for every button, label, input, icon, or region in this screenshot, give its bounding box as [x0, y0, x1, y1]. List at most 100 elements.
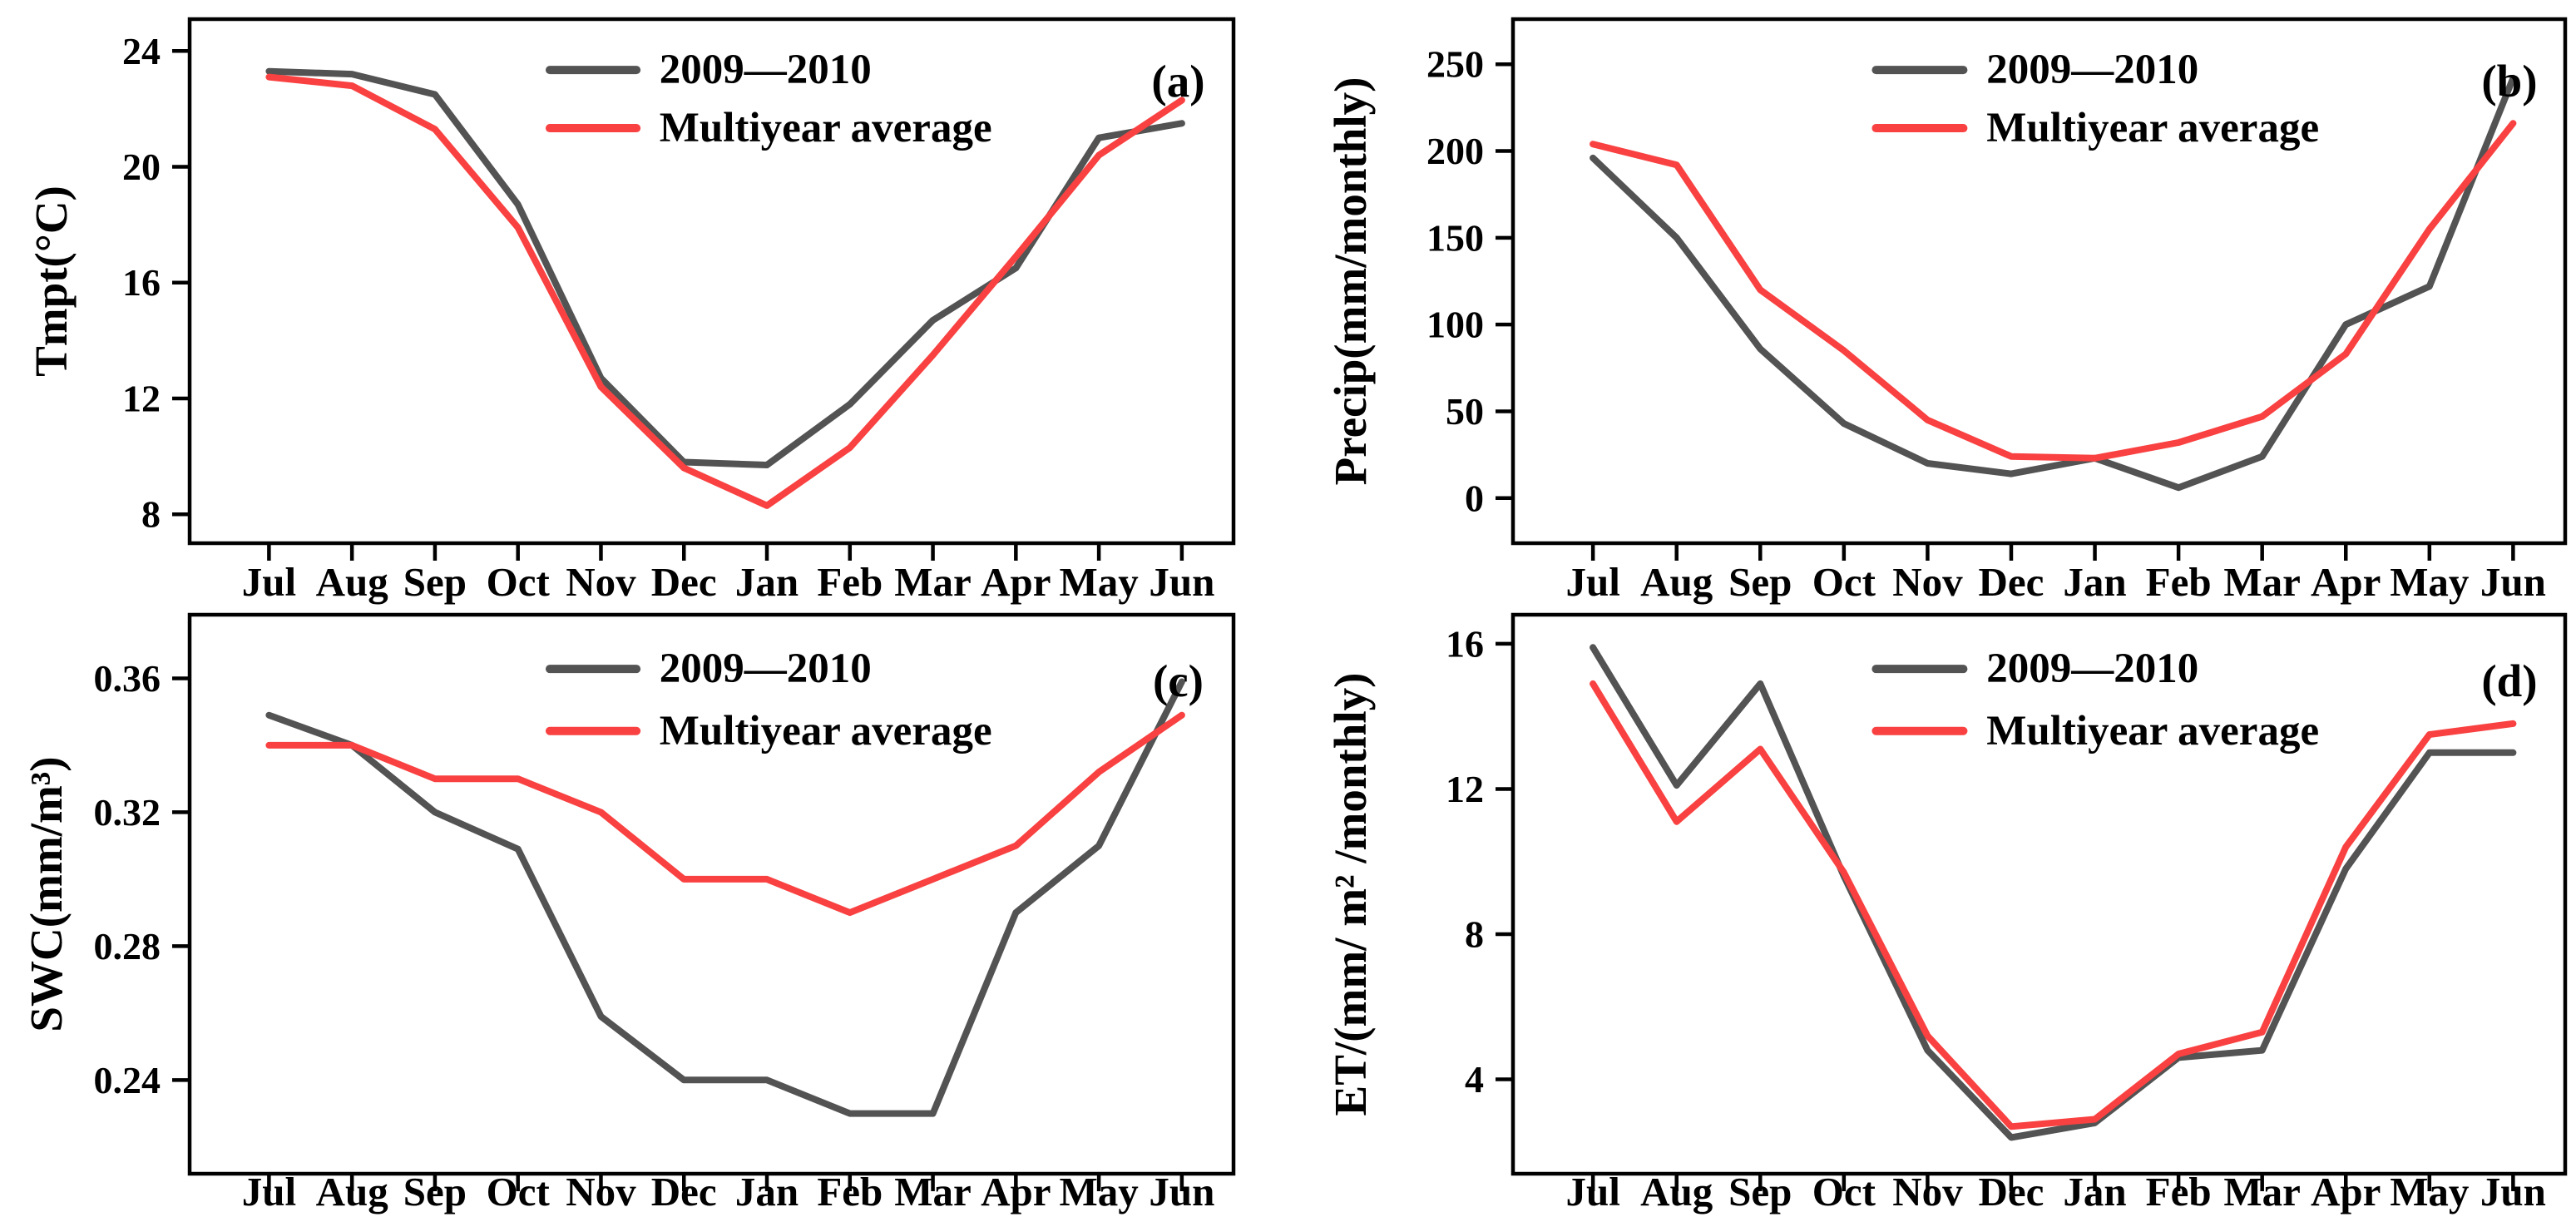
x-tick-label-month: Nov: [1892, 559, 1963, 605]
legend-label-multiyear-average: Multiyear average: [1986, 708, 2319, 754]
y-tick-label: 50: [1446, 390, 1484, 433]
y-tick-label: 0.36: [94, 657, 161, 700]
x-tick-label-month: Jun: [1149, 1169, 1214, 1215]
legend-label-multiyear-average: Multiyear average: [660, 105, 992, 151]
legend-label-multiyear-average: Multiyear average: [660, 708, 992, 754]
panel-letter-label: (b): [2481, 56, 2537, 106]
x-tick-label-month: Oct: [487, 559, 551, 605]
y-tick-label: 16: [122, 261, 161, 304]
x-tick-label-month: Apr: [981, 559, 1051, 605]
series-line-multiyear-average: [265, 711, 1185, 917]
y-tick-label: 12: [122, 377, 161, 419]
x-tick-label-month: Dec: [651, 1169, 717, 1215]
x-tick-label-month: Jun: [2480, 1169, 2546, 1215]
x-tick-label-month: Jun: [1149, 559, 1214, 605]
x-tick-label-month: Nov: [566, 559, 636, 605]
y-axis-title: SWC(mm/m³): [21, 756, 72, 1031]
series-line-multiyear-average: [1590, 680, 2517, 1130]
x-tick-label-month: Aug: [316, 1169, 389, 1215]
plot-frame: [1510, 17, 2568, 546]
legend-label-year-2009-2010: 2009—2010: [660, 47, 872, 93]
x-tick-label-month: Oct: [1812, 1169, 1876, 1215]
x-tick-label-month: Mar: [894, 1169, 972, 1215]
x-tick-label-month: Feb: [2146, 559, 2212, 605]
y-tick-label: 0.32: [94, 791, 161, 834]
y-tick-label: 250: [1426, 43, 1484, 86]
x-tick-label-month: Nov: [566, 1169, 636, 1215]
y-tick-label: 4: [1465, 1058, 1484, 1101]
x-tick-label-month: Mar: [894, 559, 972, 605]
y-tick-label: 0.28: [94, 925, 161, 967]
x-tick-label-month: Sep: [1728, 559, 1792, 605]
x-tick-label-month: Jan: [735, 559, 799, 605]
series-line-year-2009-2010: [265, 678, 1185, 1117]
x-tick-label-month: Oct: [487, 1169, 551, 1215]
x-tick-label-month: Feb: [817, 1169, 883, 1215]
y-tick-label: 16: [1446, 622, 1484, 665]
x-tick-label-month: Jul: [242, 1169, 296, 1215]
x-tick-label-month: Aug: [1640, 559, 1713, 605]
series-line-multiyear-average: [1590, 120, 2517, 462]
y-tick-label: 0: [1465, 477, 1484, 519]
y-axis-title: ET/(mm/ m² /monthly): [1325, 673, 1376, 1116]
x-tick-label-month: Dec: [1979, 559, 2044, 605]
y-tick-label: 100: [1426, 304, 1484, 346]
x-tick-label-month: Dec: [1979, 1169, 2044, 1215]
plot-frame: [187, 612, 1236, 1176]
y-tick-label: 20: [122, 146, 161, 188]
x-tick-label-month: Jun: [2480, 559, 2546, 605]
legend-label-year-2009-2010: 2009—2010: [1986, 646, 2198, 692]
x-tick-label-month: Jan: [2063, 559, 2126, 605]
y-tick-label: 200: [1426, 130, 1484, 172]
figure-bottom-row: 0.24 0.28 0.32 0.36 Jul Aug Sep Oct Nov Dec Jan Feb…: [0, 608, 2576, 1216]
x-tick-label-month: Mar: [2223, 559, 2301, 605]
y-tick-label: 0.24: [94, 1059, 161, 1101]
x-tick-label-month: Dec: [651, 559, 717, 605]
y-tick-label: 8: [141, 493, 161, 536]
x-tick-label-month: Jan: [2063, 1169, 2126, 1215]
panel-letter-label: (a): [1151, 56, 1204, 106]
x-tick-label-month: Jul: [1565, 1169, 1619, 1215]
panel-letter-label: (c): [1153, 655, 1204, 706]
y-tick-label: 150: [1426, 216, 1484, 259]
chart-panel-d-evapotranspiration: 4 8 12 16 Jul Aug Sep Oct Nov Dec Jan Feb Mar Apr May J…: [1325, 612, 2568, 1215]
x-tick-label-month: May: [2390, 1169, 2470, 1215]
y-tick-label: 24: [122, 30, 161, 72]
legend-label-multiyear-average: Multiyear average: [1986, 105, 2319, 151]
x-tick-label-month: Jul: [242, 559, 296, 605]
series-line-year-2009-2010: [1590, 74, 2517, 492]
x-tick-label-month: Apr: [2311, 1169, 2381, 1215]
series-line-year-2009-2010: [265, 67, 1185, 468]
x-tick-label-month: Aug: [1640, 1169, 1713, 1215]
series-line-multiyear-average: [265, 73, 1185, 509]
x-tick-label-month: Sep: [1728, 1169, 1792, 1215]
x-tick-label-month: Feb: [817, 559, 883, 605]
x-tick-label-month: Sep: [403, 1169, 467, 1215]
x-tick-label-month: Feb: [2146, 1169, 2212, 1215]
chart-panel-c-soil-water-content: 0.24 0.28 0.32 0.36 Jul Aug Sep Oct Nov Dec Jan Feb…: [21, 612, 1236, 1215]
legend-label-year-2009-2010: 2009—2010: [1986, 47, 2198, 93]
y-axis-title: Precip(mm/monthly): [1325, 77, 1376, 486]
x-tick-label-month: Apr: [2311, 559, 2381, 605]
x-tick-label-month: Aug: [316, 559, 389, 605]
x-tick-label-month: Apr: [981, 1169, 1051, 1215]
legend-label-year-2009-2010: 2009—2010: [660, 646, 872, 692]
y-tick-label: 12: [1446, 768, 1484, 810]
x-tick-label-month: May: [1059, 1169, 1139, 1215]
y-axis-title: Tmpt(°C): [26, 186, 77, 377]
plot-frame: [1510, 612, 2568, 1176]
x-tick-label-month: Sep: [403, 559, 467, 605]
series-line-year-2009-2010: [1590, 644, 2517, 1141]
y-tick-label: 8: [1465, 913, 1484, 956]
x-tick-label-month: Jul: [1565, 559, 1619, 605]
x-tick-label-month: Mar: [2223, 1169, 2301, 1215]
x-tick-label-month: Oct: [1812, 559, 1876, 605]
x-tick-label-month: Nov: [1892, 1169, 1963, 1215]
x-tick-label-month: May: [1059, 559, 1139, 605]
x-tick-label-month: May: [2390, 559, 2470, 605]
figure-top-row: 8 12 16 20 24 Jul Aug Sep Oct Nov Dec Jan Feb Mar Apr M…: [0, 0, 2576, 608]
panel-letter-label: (d): [2481, 655, 2537, 706]
